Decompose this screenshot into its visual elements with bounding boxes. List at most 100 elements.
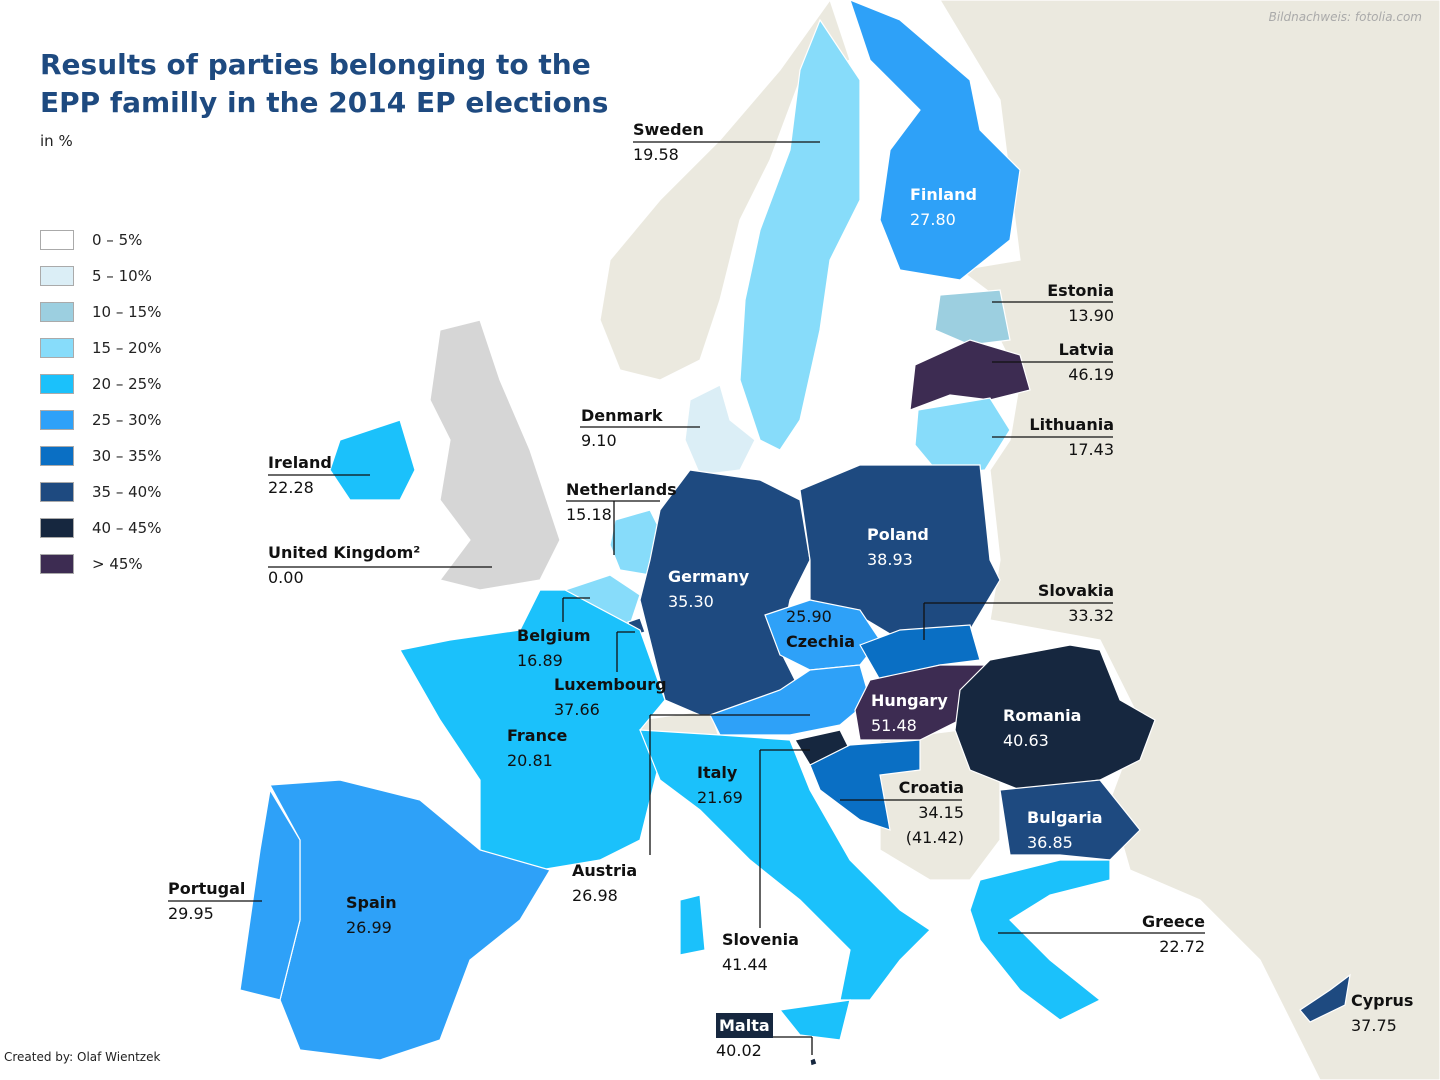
country-uk xyxy=(429,319,561,591)
label-portugal: Portugal 29.95 xyxy=(168,876,245,926)
label-malta: Malta 40.02 xyxy=(716,1013,773,1063)
legend-swatch xyxy=(40,374,74,394)
legend-label: 10 – 15% xyxy=(92,303,162,321)
legend-label: 40 – 45% xyxy=(92,519,162,537)
legend-swatch xyxy=(40,302,74,322)
country-cyprus xyxy=(1299,973,1351,1023)
country-name: Germany xyxy=(668,567,750,586)
country-value: 0.00 xyxy=(268,568,304,587)
legend-label: 30 – 35% xyxy=(92,447,162,465)
legend-swatch xyxy=(40,482,74,502)
creator-credit: Created by: Olaf Wientzek xyxy=(4,1050,161,1064)
label-croatia: Croatia 34.15 (41.42) xyxy=(862,775,964,850)
country-name: United Kingdom² xyxy=(268,543,421,562)
country-value: 17.43 xyxy=(1068,440,1114,459)
label-hungary: Hungary 51.48 xyxy=(871,688,948,738)
legend-swatch xyxy=(40,518,74,538)
country-name: Netherlands xyxy=(566,480,677,499)
legend-label: > 45% xyxy=(92,555,143,573)
legend-swatch xyxy=(40,554,74,574)
label-belgium: Belgium 16.89 xyxy=(517,623,591,673)
legend-item: 5 – 10% xyxy=(40,258,161,294)
country-lithuania xyxy=(914,397,1011,476)
country-name: Spain xyxy=(346,893,397,912)
country-sweden xyxy=(739,18,861,451)
country-name: Slovenia xyxy=(722,930,799,949)
country-ireland xyxy=(329,419,416,501)
label-bulgaria: Bulgaria 36.85 xyxy=(1027,805,1103,855)
country-value: 51.48 xyxy=(871,716,917,735)
country-value: 16.89 xyxy=(517,651,563,670)
country-finland xyxy=(849,0,1021,281)
country-value: 29.95 xyxy=(168,904,214,923)
legend-swatch xyxy=(40,338,74,358)
legend-swatch xyxy=(40,410,74,430)
country-romania xyxy=(954,644,1156,791)
country-value: 33.32 xyxy=(1068,606,1114,625)
country-name: Italy xyxy=(697,763,738,782)
label-ireland: Ireland 22.28 xyxy=(268,450,332,500)
country-name: Malta xyxy=(716,1013,773,1038)
country-name: Austria xyxy=(572,861,638,880)
country-name: Luxembourg xyxy=(554,675,667,694)
country-name: Poland xyxy=(867,525,929,544)
legend-item: > 45% xyxy=(40,546,161,582)
legend-item: 30 – 35% xyxy=(40,438,161,474)
country-value: 22.72 xyxy=(1159,937,1205,956)
country-france xyxy=(399,589,666,871)
country-name: Cyprus xyxy=(1351,991,1414,1010)
country-name: Hungary xyxy=(871,691,948,710)
country-name: Portugal xyxy=(168,879,246,898)
legend-item: 20 – 25% xyxy=(40,366,161,402)
label-estonia: Estonia 13.90 xyxy=(1047,278,1114,328)
legend-swatch xyxy=(40,446,74,466)
country-portugal xyxy=(239,788,301,1001)
label-denmark: Denmark 9.10 xyxy=(581,403,663,453)
norway xyxy=(599,0,851,381)
label-sweden: Sweden 19.58 xyxy=(633,117,704,167)
label-czechia: 25.90 Czechia xyxy=(786,604,855,654)
legend: 0 – 5% 5 – 10% 10 – 15% 15 – 20% 20 – 25% 25 … xyxy=(40,222,161,582)
country-value: 37.75 xyxy=(1351,1016,1397,1035)
legend-label: 25 – 30% xyxy=(92,411,162,429)
country-value: 26.98 xyxy=(572,886,618,905)
country-name: Lithuania xyxy=(1029,415,1114,434)
country-estonia xyxy=(934,289,1011,346)
country-malta xyxy=(809,1057,818,1067)
country-value: 35.30 xyxy=(668,592,714,611)
country-greece xyxy=(969,859,1111,1021)
label-latvia: Latvia 46.19 xyxy=(1059,337,1114,387)
label-cyprus: Cyprus 37.75 xyxy=(1351,988,1413,1038)
image-credit: Bildnachweis: fotolia.com xyxy=(1268,10,1422,24)
country-name: Denmark xyxy=(581,406,663,425)
country-value: 37.66 xyxy=(554,700,600,719)
country-value: 40.02 xyxy=(716,1041,762,1060)
label-austria: Austria 26.98 xyxy=(572,858,637,908)
label-luxembourg: Luxembourg 37.66 xyxy=(554,672,667,722)
label-greece: Greece 22.72 xyxy=(1142,909,1205,959)
label-slovakia: Slovakia 33.32 xyxy=(1038,578,1114,628)
country-name: Belgium xyxy=(517,626,591,645)
country-name: Croatia xyxy=(898,778,964,797)
country-name: Bulgaria xyxy=(1027,808,1103,827)
country-value: 9.10 xyxy=(581,431,617,450)
label-lithuania: Lithuania 17.43 xyxy=(1029,412,1114,462)
country-name: France xyxy=(507,726,568,745)
legend-label: 5 – 10% xyxy=(92,267,152,285)
non-eu-land xyxy=(939,0,1440,1080)
country-denmark xyxy=(684,384,756,476)
country-name: Latvia xyxy=(1058,340,1114,359)
country-sicily xyxy=(778,999,851,1041)
country-name: Finland xyxy=(910,185,977,204)
label-uk: United Kingdom² 0.00 xyxy=(268,540,420,590)
country-name: Greece xyxy=(1141,912,1205,931)
country-value: 40.63 xyxy=(1003,731,1049,750)
country-latvia xyxy=(909,339,1031,411)
country-value: 13.90 xyxy=(1068,306,1114,325)
legend-swatch xyxy=(40,266,74,286)
legend-label: 0 – 5% xyxy=(92,231,143,249)
country-name: Romania xyxy=(1003,706,1082,725)
map-title: Results of parties belonging to the EPP … xyxy=(40,48,609,119)
legend-item: 25 – 30% xyxy=(40,402,161,438)
